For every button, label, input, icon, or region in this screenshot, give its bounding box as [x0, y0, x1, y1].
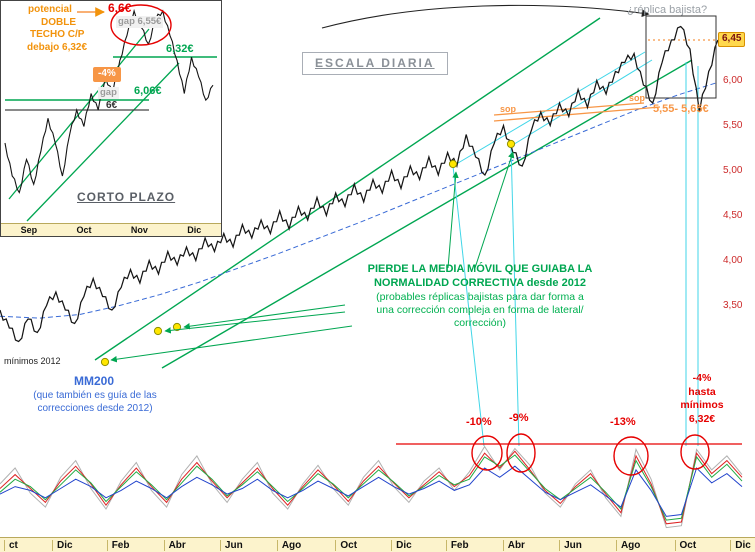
green-note-line: NORMALIDAD CORRECTIVA desde 2012 [373, 276, 587, 289]
level-632-label: 6,32€ [166, 43, 194, 55]
price-axis-label: 5,50 [723, 119, 743, 131]
price-axis-label: 4,50 [723, 209, 743, 221]
gap-655-label: gap 6,55€ [116, 16, 164, 28]
level-6-label: 6€ [106, 100, 118, 111]
escala-diaria-box: ESCALA DIARIA [302, 52, 448, 75]
mm200-note: (que también es guía de las correcciones… [10, 390, 180, 415]
time-axis: ct Dic Feb Abr Jun Ago Oct Dic Feb Abr Jun Ago Oct Di… [0, 537, 755, 552]
mm200-note-line: (que también es guía de las [33, 390, 157, 401]
level-606-label: 6,06€ [134, 85, 162, 97]
time-axis-month-label: Abr [502, 539, 525, 551]
time-axis-month-label: ct [4, 539, 18, 551]
time-axis-month-label: Abr [163, 539, 186, 551]
green-annotation-block: PIERDE LA MEDIA MÓVIL QUE GUIABA LA NORM… [330, 263, 630, 330]
drawdown-right-line: mínimos [680, 399, 724, 412]
time-axis-month-label: Dic [730, 539, 751, 551]
green-note-line: una corrección compleja en forma de late… [376, 303, 584, 316]
potencial-label: potencial [28, 4, 72, 15]
time-axis-month-label: Jun [219, 539, 243, 551]
replica-bajista-label: ¿réplica bajista? [627, 4, 708, 16]
time-axis-month-label: Jun [559, 539, 582, 551]
drawdown-label-4-block: -4% hasta mínimos 6,32€ [662, 372, 742, 427]
current-price-badge: 6,45 [718, 32, 746, 47]
time-axis-month-label: Oct [335, 539, 357, 551]
green-note-line: (probables réplicas bajistas para dar fo… [376, 290, 584, 303]
mm200-note-line: correcciones desde 2012) [37, 402, 153, 414]
inset-chart-canvas [4, 4, 217, 222]
inset-month-label: Nov [130, 225, 148, 235]
debajo-632-label: debajo 6,32€ [27, 42, 88, 53]
doble-techo-label-2: TECHO C/P [30, 29, 85, 40]
time-axis-month-label: Ago [615, 539, 640, 551]
mm200-label: MM200 [74, 374, 115, 388]
high-66-label: 6,6€ [108, 1, 132, 15]
green-note-line: corrección) [454, 316, 506, 329]
drawdown-label-9: -9% [509, 412, 529, 424]
price-axis-label: 3,50 [723, 299, 743, 311]
drawdown-right-line: 6,32€ [688, 412, 716, 425]
corto-plazo-title: CORTO PLAZO [77, 190, 176, 204]
support-zone-label: 5,55- 5,65€ [653, 103, 709, 115]
time-axis-month-label: Feb [445, 539, 469, 551]
drawdown-label-10: -10% [466, 416, 492, 428]
sop-label-1: sop [500, 104, 517, 114]
time-axis-month-label: Ago [276, 539, 301, 551]
minimos-2012-label: mínimos 2012 [4, 356, 61, 366]
drawdown-label-13: -13% [610, 416, 636, 428]
drawdown-right-line: hasta [688, 385, 716, 398]
inset-corto-plazo: potencial DOBLE TECHO C/P debajo 6,32€ 6… [0, 0, 222, 237]
price-axis-label: 4,00 [723, 254, 743, 266]
drawdown-right-line: -4% [692, 372, 712, 384]
price-axis-label: 6,00 [723, 74, 743, 86]
time-axis-month-label: Oct [674, 539, 696, 551]
inset-month-label: Oct [76, 225, 92, 235]
time-axis-month-label: Feb [106, 539, 129, 551]
green-note-line: PIERDE LA MEDIA MÓVIL QUE GUIABA LA [367, 263, 593, 275]
doble-techo-label-1: DOBLE [41, 17, 76, 28]
inset-time-axis: Sep Oct Nov Dic [1, 223, 221, 236]
price-axis-label: 5,00 [723, 164, 743, 176]
sop-label-2: sop [629, 93, 646, 103]
gap-bottom-label: gap [98, 87, 119, 99]
time-axis-month-label: Dic [391, 539, 412, 551]
inset-month-label: Dic [187, 225, 202, 235]
inset-month-label: Sep [20, 225, 38, 235]
minus4-badge: -4% [93, 67, 121, 82]
time-axis-month-label: Dic [52, 539, 73, 551]
